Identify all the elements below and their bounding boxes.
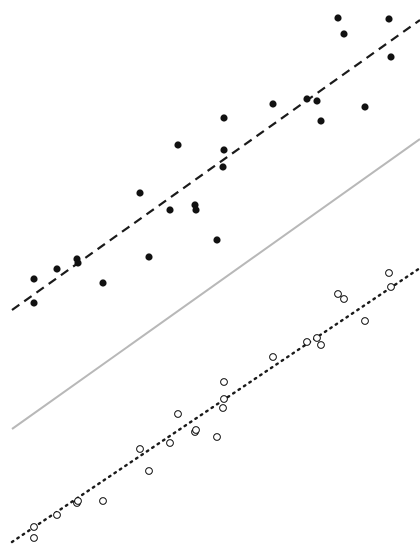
data-point-open: [340, 295, 348, 303]
data-point-filled: [313, 97, 321, 105]
data-point-open: [334, 290, 342, 298]
data-point-filled: [166, 206, 174, 214]
data-point-open: [303, 338, 311, 346]
data-point-filled: [53, 265, 61, 273]
data-point-open: [385, 269, 393, 277]
data-point-open: [213, 433, 221, 441]
data-point-open: [145, 467, 153, 475]
fit-line-dashed: [11, 19, 420, 311]
data-point-filled: [145, 253, 153, 261]
data-point-filled: [385, 15, 393, 23]
data-point-open: [74, 497, 82, 505]
data-point-filled: [136, 189, 144, 197]
data-point-filled: [220, 146, 228, 154]
data-point-filled: [361, 103, 369, 111]
data-point-filled: [269, 100, 277, 108]
data-point-open: [387, 283, 395, 291]
data-point-open: [99, 497, 107, 505]
data-point-filled: [317, 117, 325, 125]
data-point-filled: [387, 53, 395, 61]
data-point-filled: [219, 163, 227, 171]
data-point-open: [219, 404, 227, 412]
data-point-filled: [192, 206, 200, 214]
data-point-open: [166, 439, 174, 447]
data-point-open: [220, 378, 228, 386]
data-point-open: [313, 334, 321, 342]
data-point-open: [30, 523, 38, 531]
data-point-filled: [30, 299, 38, 307]
data-point-filled: [99, 279, 107, 287]
data-point-filled: [213, 236, 221, 244]
data-point-open: [361, 317, 369, 325]
fit-line-solid: [11, 138, 420, 430]
fit-line-dotted: [10, 266, 420, 544]
data-point-open: [53, 511, 61, 519]
data-point-open: [174, 410, 182, 418]
data-point-filled: [303, 95, 311, 103]
data-point-filled: [220, 114, 228, 122]
data-point-filled: [30, 275, 38, 283]
data-point-filled: [174, 141, 182, 149]
data-point-open: [220, 395, 228, 403]
data-point-filled: [334, 14, 342, 22]
data-point-open: [269, 353, 277, 361]
data-point-filled: [74, 259, 82, 267]
data-point-open: [192, 426, 200, 434]
data-point-open: [317, 341, 325, 349]
data-point-open: [136, 445, 144, 453]
data-point-filled: [340, 30, 348, 38]
data-point-open: [30, 534, 38, 542]
